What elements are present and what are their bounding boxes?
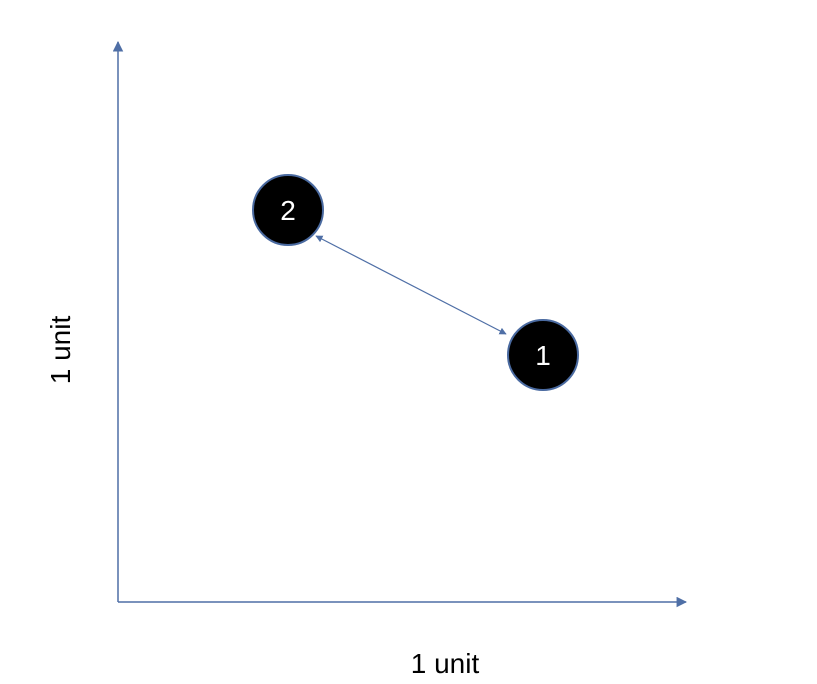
node-1: 1 (507, 319, 579, 391)
node-2: 2 (252, 174, 324, 246)
node-1-label: 1 (535, 340, 551, 371)
node-2-label: 2 (280, 195, 296, 226)
node-1-circle (507, 319, 579, 391)
distance-arrow (315, 235, 507, 335)
y-axis-label: 1 unit (45, 316, 76, 385)
x-axis-label: 1 unit (411, 648, 480, 679)
node-2-circle (252, 174, 324, 246)
